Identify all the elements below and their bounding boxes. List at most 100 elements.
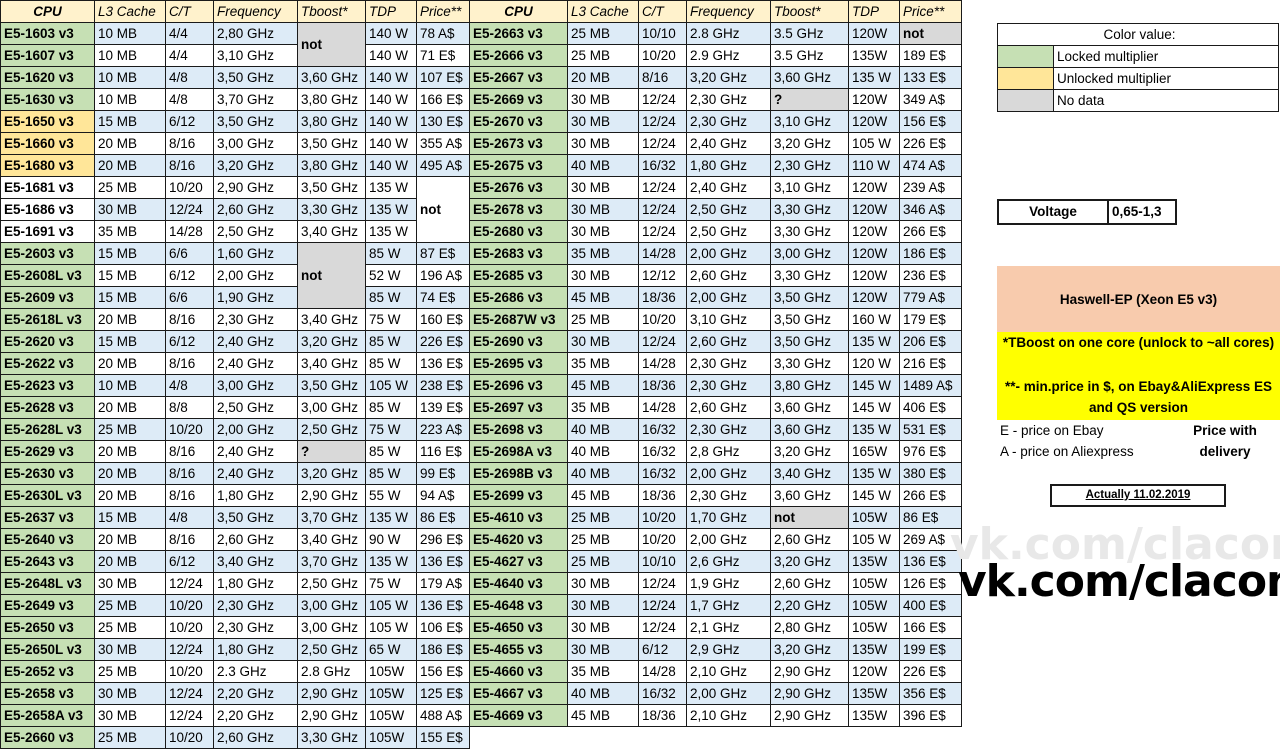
ct-cell[interactable]: 10/20 [165,726,214,749]
l3-cell[interactable]: 15 MB [94,506,166,529]
price-cell[interactable]: 166 E$ [416,88,470,111]
tboost-cell[interactable]: 3,80 GHz [297,154,366,177]
tdp-cell[interactable]: 120W [848,286,900,309]
tdp-cell[interactable]: 85 W [365,396,417,419]
tdp-cell[interactable]: 105W [848,506,900,529]
tdp-cell[interactable]: 120W [848,176,900,199]
price-cell[interactable]: 206 E$ [899,330,962,353]
frequency-cell[interactable]: 2,40 GHz [686,176,771,199]
price-cell[interactable]: 346 A$ [899,198,962,221]
l3-cell[interactable]: 10 MB [94,66,166,89]
col-header-price[interactable]: Price** [416,0,470,23]
tboost-cell[interactable]: 3,00 GHz [770,242,849,265]
l3-cell[interactable]: 20 MB [94,396,166,419]
cpu-name-cell[interactable]: E5-2628 v3 [0,396,95,419]
col-header-cpu[interactable]: CPU [469,0,568,23]
price-cell[interactable]: 126 E$ [899,572,962,595]
tdp-cell[interactable]: 135 W [365,198,417,221]
tboost-cell[interactable]: 3,50 GHz [297,374,366,397]
price-cell[interactable]: 349 A$ [899,88,962,111]
tdp-cell[interactable]: 105 W [365,594,417,617]
cpu-name-cell[interactable]: E5-2652 v3 [0,660,95,683]
ct-cell[interactable]: 12/24 [638,176,687,199]
price-cell[interactable]: 106 E$ [416,616,470,639]
price-cell[interactable]: 976 E$ [899,440,962,463]
cpu-name-cell[interactable]: E5-1620 v3 [0,66,95,89]
cpu-name-cell[interactable]: E5-2649 v3 [0,594,95,617]
frequency-cell[interactable]: 1,80 GHz [213,638,298,661]
ct-cell[interactable]: 12/24 [638,198,687,221]
l3-cell[interactable]: 30 MB [567,594,639,617]
l3-cell[interactable]: 40 MB [567,462,639,485]
ct-cell[interactable]: 8/16 [165,352,214,375]
ct-cell[interactable]: 12/24 [165,682,214,705]
frequency-cell[interactable]: 2,00 GHz [686,462,771,485]
l3-cell[interactable]: 45 MB [567,286,639,309]
ct-cell[interactable]: 18/36 [638,484,687,507]
price-cell[interactable]: 355 A$ [416,132,470,155]
l3-cell[interactable]: 15 MB [94,330,166,353]
ct-cell[interactable]: 10/20 [165,660,214,683]
tdp-cell[interactable]: 90 W [365,528,417,551]
l3-cell[interactable]: 35 MB [567,660,639,683]
cpu-name-cell[interactable]: E5-2620 v3 [0,330,95,353]
price-cell[interactable]: not [899,22,962,45]
tboost-cell[interactable]: 2,60 GHz [770,572,849,595]
l3-cell[interactable]: 30 MB [567,264,639,287]
ct-cell[interactable]: 10/20 [165,594,214,617]
frequency-cell[interactable]: 2,50 GHz [213,396,298,419]
price-cell[interactable]: 226 E$ [416,330,470,353]
l3-cell[interactable]: 30 MB [567,330,639,353]
frequency-cell[interactable]: 2,30 GHz [686,484,771,507]
cpu-name-cell[interactable]: E5-4655 v3 [469,638,568,661]
tdp-cell[interactable]: 105W [365,660,417,683]
tdp-cell[interactable]: 165W [848,440,900,463]
l3-cell[interactable]: 40 MB [567,682,639,705]
l3-cell[interactable]: 30 MB [567,132,639,155]
l3-cell[interactable]: 30 MB [94,198,166,221]
cpu-name-cell[interactable]: E5-2630 v3 [0,462,95,485]
tboost-cell[interactable]: 2,90 GHz [770,704,849,727]
frequency-cell[interactable]: 3,20 GHz [686,66,771,89]
price-cell[interactable]: 269 A$ [899,528,962,551]
tboost-cell[interactable]: 2,50 GHz [297,572,366,595]
l3-cell[interactable]: 20 MB [94,132,166,155]
ct-cell[interactable]: 8/16 [638,66,687,89]
tdp-cell[interactable]: 105 W [365,374,417,397]
ct-cell[interactable]: 12/24 [638,594,687,617]
tboost-cell[interactable]: 3,60 GHz [770,396,849,419]
l3-cell[interactable]: 10 MB [94,44,166,67]
frequency-cell[interactable]: 2,60 GHz [213,528,298,551]
tdp-cell[interactable]: 135 W [848,462,900,485]
price-cell[interactable]: 223 A$ [416,418,470,441]
cpu-name-cell[interactable]: E5-2658 v3 [0,682,95,705]
cpu-name-cell[interactable]: E5-2670 v3 [469,110,568,133]
tboost-cell[interactable]: 2,50 GHz [297,418,366,441]
tdp-cell[interactable]: 75 W [365,572,417,595]
ct-cell[interactable]: 12/24 [638,572,687,595]
col-header-tboost[interactable]: Tboost* [770,0,849,23]
tdp-cell[interactable]: 140 W [365,66,417,89]
tdp-cell[interactable]: 135 W [848,66,900,89]
price-cell[interactable]: 74 E$ [416,286,470,309]
cpu-name-cell[interactable]: E5-2643 v3 [0,550,95,573]
l3-cell[interactable]: 20 MB [94,550,166,573]
cpu-name-cell[interactable]: E5-2675 v3 [469,154,568,177]
frequency-cell[interactable]: 2,50 GHz [213,220,298,243]
cpu-name-cell[interactable]: E5-1680 v3 [0,154,95,177]
tboost-cell[interactable]: 3,60 GHz [770,484,849,507]
tdp-cell[interactable]: 85 W [365,242,417,265]
cpu-name-cell[interactable]: E5-2678 v3 [469,198,568,221]
cpu-name-cell[interactable]: E5-2660 v3 [0,726,95,749]
cpu-name-cell[interactable]: E5-2686 v3 [469,286,568,309]
col-header-tboost[interactable]: Tboost* [297,0,366,23]
tboost-cell[interactable]: ? [297,440,366,463]
frequency-cell[interactable]: 3,40 GHz [213,550,298,573]
ct-cell[interactable]: 12/24 [165,704,214,727]
ct-cell[interactable]: 12/24 [638,220,687,243]
cpu-name-cell[interactable]: E5-2698B v3 [469,462,568,485]
tdp-cell[interactable]: 105W [365,682,417,705]
frequency-cell[interactable]: 1,9 GHz [686,572,771,595]
price-cell[interactable]: 78 A$ [416,22,470,45]
price-cell[interactable]: 87 E$ [416,242,470,265]
